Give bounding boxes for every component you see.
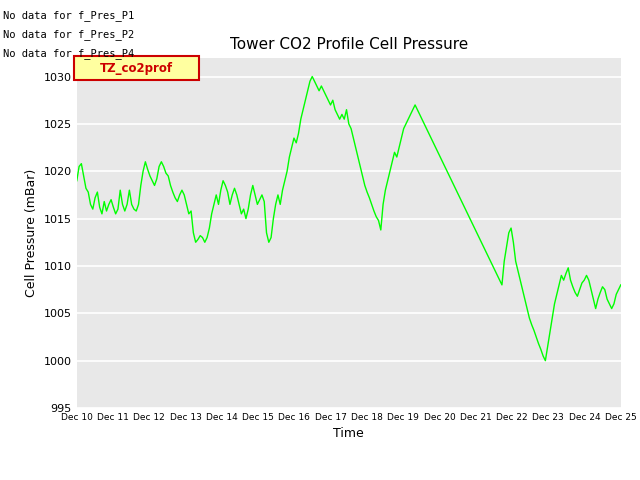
Title: Tower CO2 Profile Cell Pressure: Tower CO2 Profile Cell Pressure <box>230 37 468 52</box>
Y-axis label: Cell Pressure (mBar): Cell Pressure (mBar) <box>25 168 38 297</box>
FancyBboxPatch shape <box>74 56 199 80</box>
Text: No data for f_Pres_P1: No data for f_Pres_P1 <box>3 10 134 21</box>
X-axis label: Time: Time <box>333 427 364 441</box>
Text: TZ_co2prof: TZ_co2prof <box>100 61 173 74</box>
Text: No data for f_Pres_P2: No data for f_Pres_P2 <box>3 29 134 40</box>
Text: No data for f_Pres_P4: No data for f_Pres_P4 <box>3 48 134 59</box>
Legend: 6.0m: 6.0m <box>307 477 390 480</box>
